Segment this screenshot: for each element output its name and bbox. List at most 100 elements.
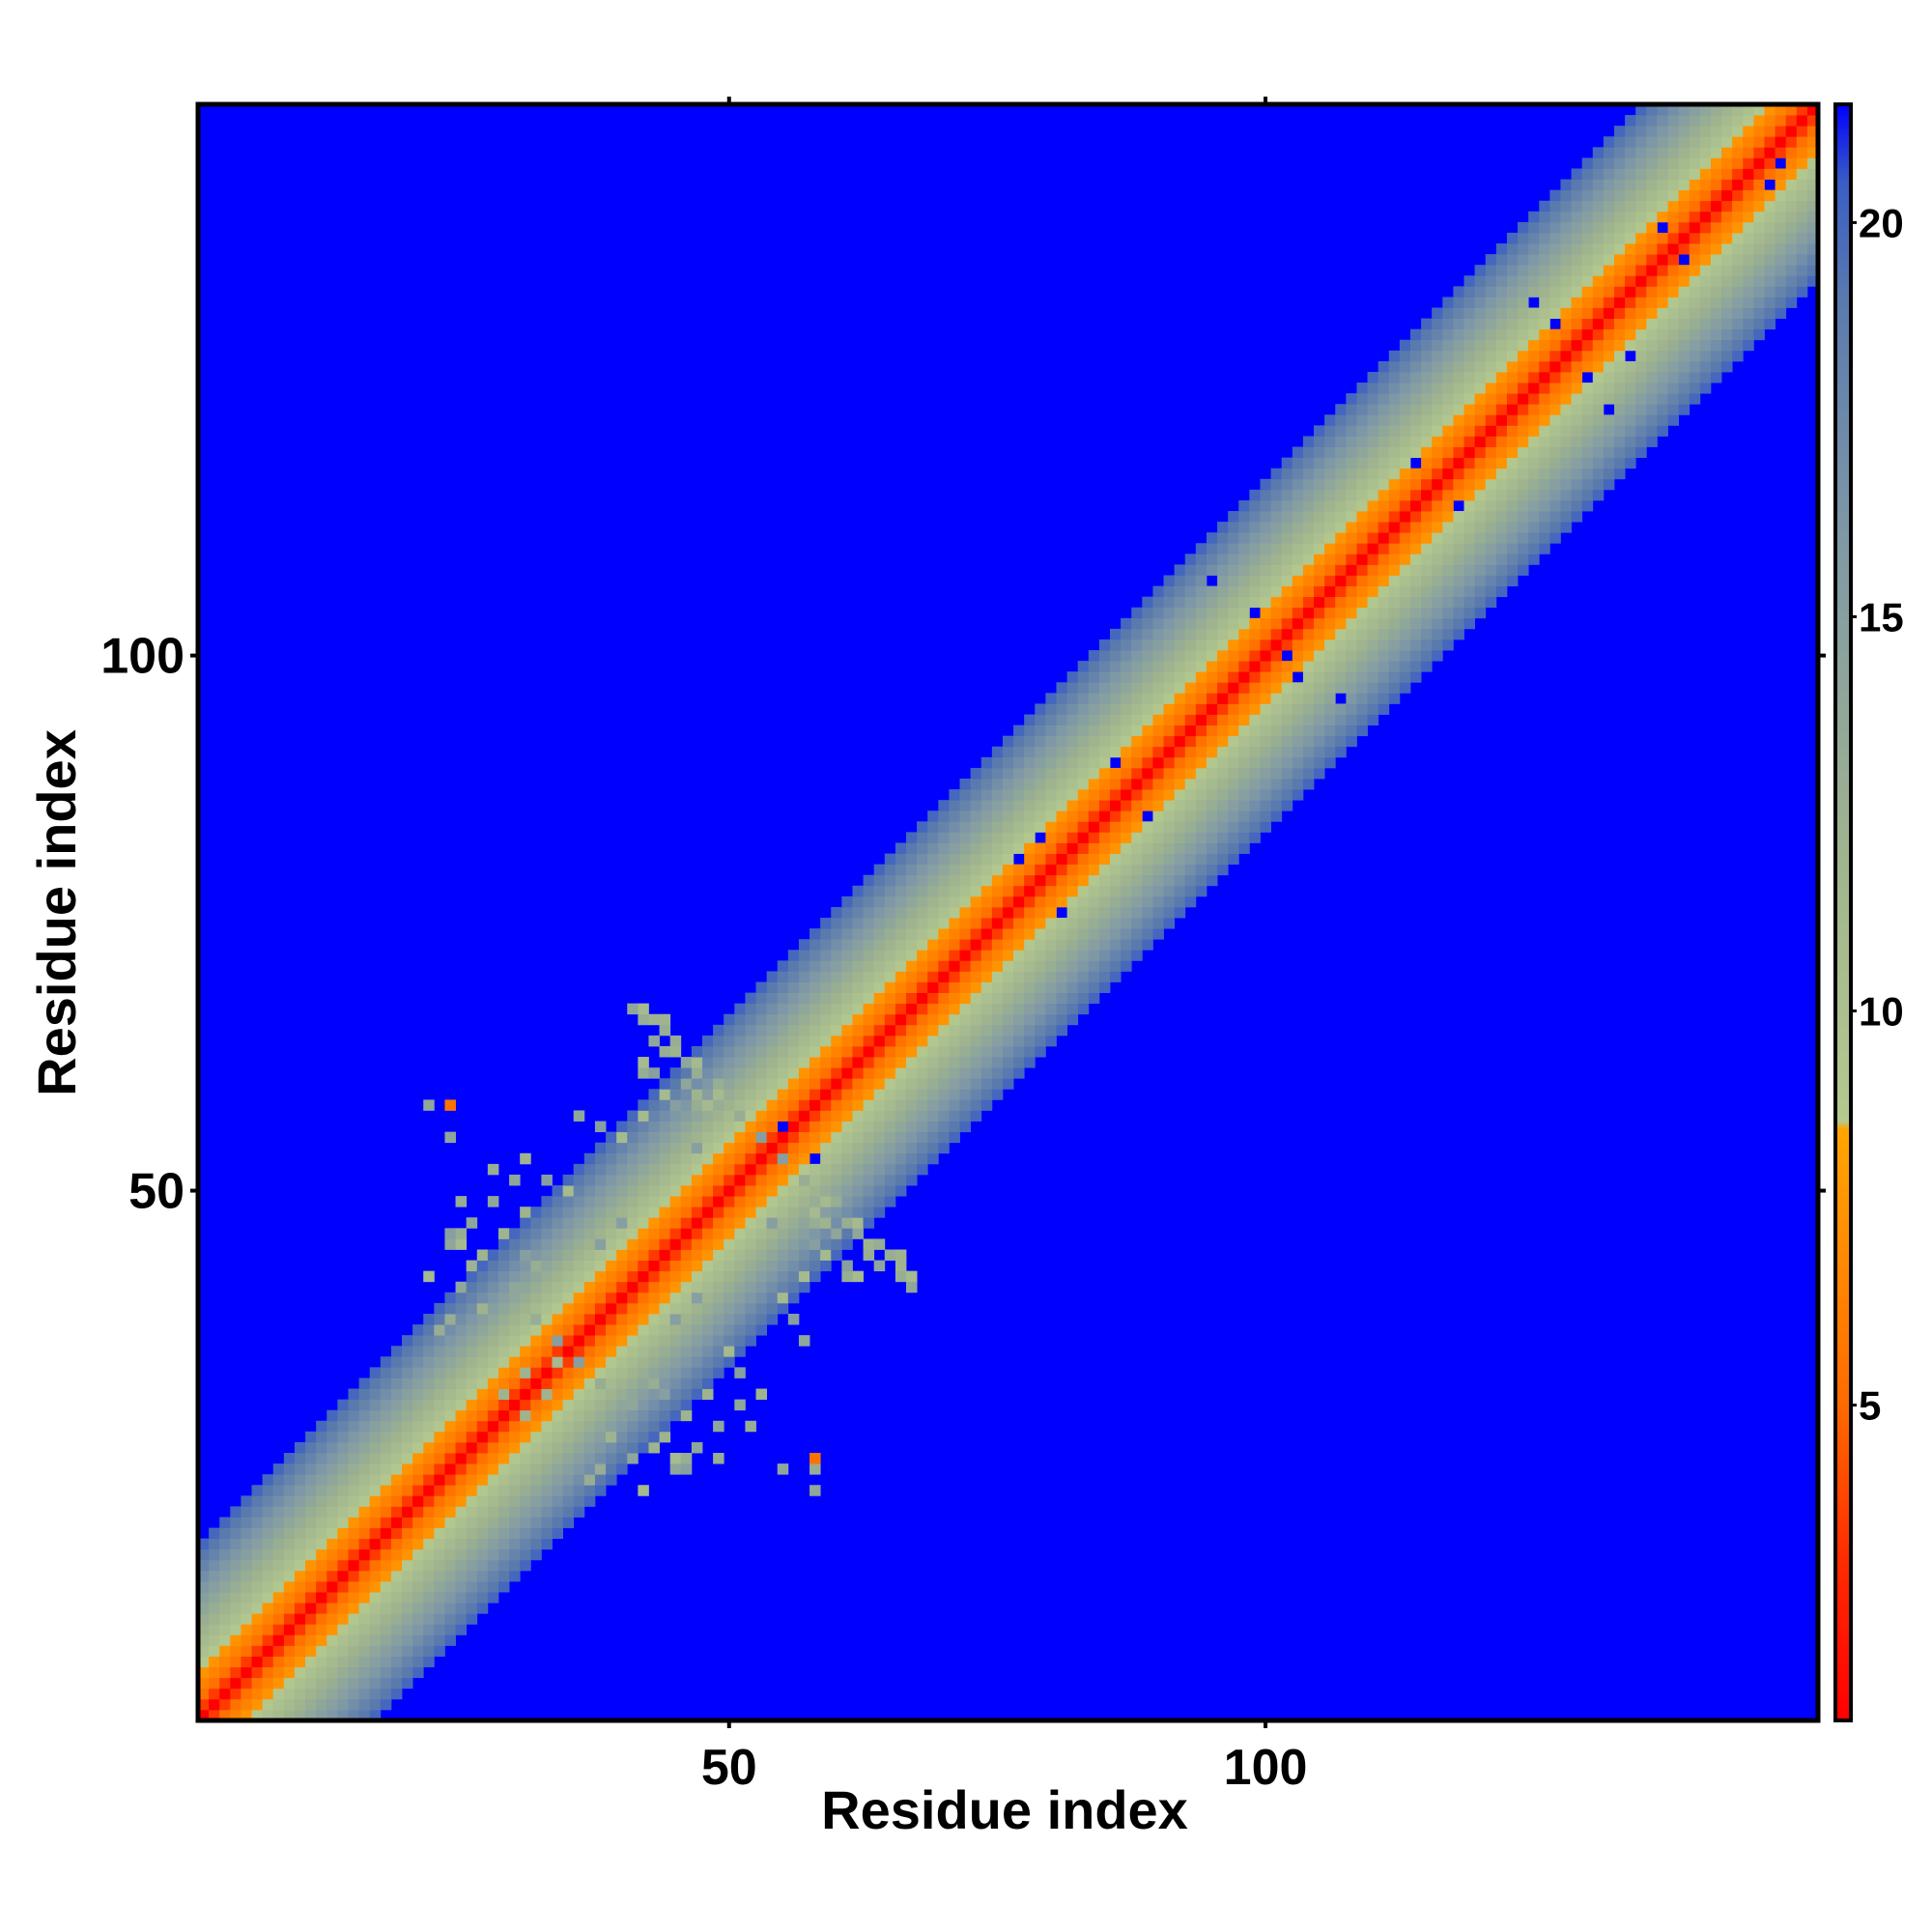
heatmap-cell	[1528, 436, 1540, 447]
heatmap-cell	[745, 1249, 756, 1261]
heatmap-cell	[327, 1538, 338, 1550]
heatmap-cell	[412, 1570, 424, 1582]
heatmap-cell	[1335, 478, 1347, 491]
heatmap-cell	[327, 1495, 338, 1507]
heatmap-cell	[648, 1099, 660, 1111]
heatmap-cell	[1549, 436, 1561, 447]
heatmap-cell	[1335, 436, 1347, 447]
heatmap-cell	[1270, 564, 1283, 576]
heatmap-cell	[1110, 895, 1122, 908]
heatmap-cell	[1195, 628, 1208, 640]
heatmap-cell	[701, 1260, 714, 1272]
heatmap-cell	[905, 874, 918, 887]
heatmap-cell	[380, 1624, 392, 1635]
heatmap-cell	[1110, 832, 1122, 843]
heatmap-cell	[1753, 243, 1765, 255]
heatmap-cell	[1238, 724, 1250, 737]
heatmap-cell	[627, 1217, 639, 1229]
heatmap-cell	[316, 1688, 327, 1700]
heatmap-cell	[863, 1196, 875, 1208]
heatmap-cell	[970, 885, 982, 897]
heatmap-cell	[1013, 756, 1025, 769]
heatmap-cell	[476, 1292, 489, 1304]
heatmap-cell	[1002, 895, 1014, 908]
heatmap-cell	[1281, 522, 1293, 533]
heatmap-cell	[927, 1024, 939, 1037]
heatmap-cell	[701, 1281, 714, 1293]
heatmap-cell	[787, 1121, 800, 1133]
heatmap-cell	[820, 928, 832, 940]
heatmap-cell	[766, 1185, 779, 1197]
heatmap-cell	[820, 1238, 832, 1250]
heatmap-cell	[638, 1260, 649, 1272]
heatmap-cell	[1667, 115, 1680, 127]
heatmap-cell	[1174, 596, 1186, 609]
heatmap-cell	[1409, 532, 1422, 544]
heatmap-cell	[627, 1346, 639, 1357]
heatmap-cell	[305, 1485, 317, 1496]
heatmap-cell	[497, 1559, 510, 1572]
heatmap-cell	[1206, 842, 1218, 854]
heatmap-cell	[1142, 650, 1153, 662]
heatmap-cell	[1388, 499, 1401, 512]
heatmap-cell	[1002, 1078, 1014, 1090]
heatmap-cell	[305, 1634, 317, 1646]
heatmap-cell	[1613, 168, 1626, 180]
heatmap-cell	[873, 1078, 886, 1090]
heatmap-cell	[1646, 232, 1658, 244]
heatmap-cell	[1743, 318, 1754, 330]
heatmap-cell	[348, 1463, 359, 1475]
heatmap-cell	[1206, 874, 1218, 887]
heatmap-cell	[1646, 179, 1658, 191]
heatmap-cell	[1506, 328, 1519, 341]
heatmap-cell	[1506, 564, 1519, 576]
heatmap-cell	[810, 1185, 821, 1197]
heatmap-cell	[980, 971, 993, 982]
heatmap-cell	[476, 1538, 489, 1550]
heatmap-cell	[777, 1185, 789, 1197]
heatmap-cell	[831, 1142, 842, 1154]
heatmap-cell	[1024, 1045, 1036, 1058]
heatmap-cell	[701, 1174, 714, 1186]
heatmap-cell	[444, 1238, 456, 1250]
heatmap-cell	[283, 1634, 296, 1646]
heatmap-cell	[1388, 478, 1401, 491]
heatmap-cell	[1495, 404, 1508, 415]
heatmap-cell	[1506, 532, 1519, 544]
heatmap-cell	[810, 1131, 821, 1144]
heatmap-cell	[659, 1217, 671, 1229]
heatmap-cell	[487, 1260, 499, 1272]
heatmap-cell	[1453, 436, 1464, 447]
heatmap-cell	[1432, 350, 1443, 362]
heatmap-cell	[198, 1709, 210, 1721]
heatmap-cell	[1045, 703, 1057, 715]
heatmap-cell	[262, 1517, 274, 1528]
heatmap-cell	[423, 1346, 435, 1357]
heatmap-cell	[745, 1003, 756, 1015]
heatmap-cell	[1646, 328, 1658, 341]
heatmap-cell	[316, 1548, 327, 1561]
heatmap-cell	[1463, 339, 1476, 352]
heatmap-cell	[1184, 874, 1197, 887]
heatmap-cell	[1646, 393, 1658, 405]
heatmap-cell	[1571, 457, 1583, 469]
heatmap-cell	[1699, 200, 1712, 213]
heatmap-cell	[1228, 650, 1239, 662]
heatmap-cell	[1163, 906, 1176, 919]
heatmap-cell	[1432, 383, 1443, 394]
heatmap-cell	[327, 1645, 338, 1657]
heatmap-cell	[938, 981, 950, 993]
heatmap-cell	[724, 1238, 735, 1250]
heatmap-cell	[1174, 650, 1186, 662]
heatmap-cell	[583, 1324, 596, 1336]
heatmap-cell	[1442, 532, 1454, 544]
heatmap-cell	[755, 1228, 768, 1239]
heatmap-cell	[1743, 339, 1754, 352]
heatmap-cell	[691, 1152, 703, 1165]
heatmap-cell	[841, 1270, 853, 1283]
heatmap-cell	[1142, 821, 1153, 833]
heatmap-cell	[1657, 157, 1668, 169]
heatmap-cell	[949, 981, 960, 993]
heatmap-cell	[1432, 371, 1443, 384]
heatmap-cell	[1732, 307, 1744, 319]
